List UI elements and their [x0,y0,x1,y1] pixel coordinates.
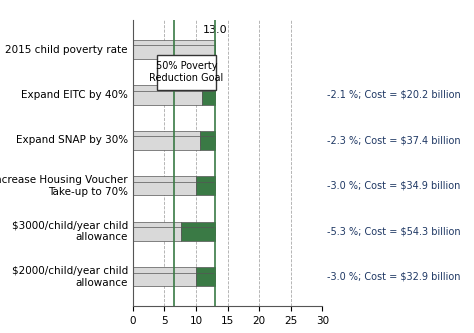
Text: $2000/child/year child
allowance: $2000/child/year child allowance [12,266,128,288]
Bar [196,182,215,195]
Bar [201,86,215,99]
Text: 2015 child poverty rate: 2015 child poverty rate [6,45,128,55]
Bar [182,222,215,235]
Bar [133,136,201,150]
Bar [133,273,196,286]
Text: 50% Poverty
Reduction Goal: 50% Poverty Reduction Goal [149,62,224,83]
Text: -2.3 %; Cost = $37.4 billion: -2.3 %; Cost = $37.4 billion [327,136,461,146]
Bar [133,182,196,195]
Bar [201,136,215,150]
Text: $3000/child/year child
allowance: $3000/child/year child allowance [12,220,128,242]
Bar [133,86,201,99]
Text: Increase Housing Voucher
Take-up to 70%: Increase Housing Voucher Take-up to 70% [0,175,128,197]
Text: -2.1 %; Cost = $20.2 billion: -2.1 %; Cost = $20.2 billion [327,90,461,100]
Text: -3.0 %; Cost = $32.9 billion: -3.0 %; Cost = $32.9 billion [327,272,461,282]
Bar [133,40,215,54]
Bar [133,131,201,145]
Bar [133,222,182,235]
Bar [133,227,182,241]
Text: Expand EITC by 40%: Expand EITC by 40% [21,90,128,100]
Text: Expand SNAP by 30%: Expand SNAP by 30% [16,136,128,146]
Bar [133,176,196,190]
Bar [196,273,215,286]
Text: -3.0 %; Cost = $34.9 billion: -3.0 %; Cost = $34.9 billion [327,181,460,191]
Bar [201,131,215,145]
Bar [196,267,215,281]
Bar [196,176,215,190]
Bar [133,267,196,281]
Text: 13.0: 13.0 [202,25,227,35]
Bar [133,91,201,105]
Bar [133,45,215,59]
Text: -5.3 %; Cost = $54.3 billion: -5.3 %; Cost = $54.3 billion [327,226,461,236]
Bar [182,227,215,241]
Bar [201,91,215,105]
FancyBboxPatch shape [157,55,216,90]
